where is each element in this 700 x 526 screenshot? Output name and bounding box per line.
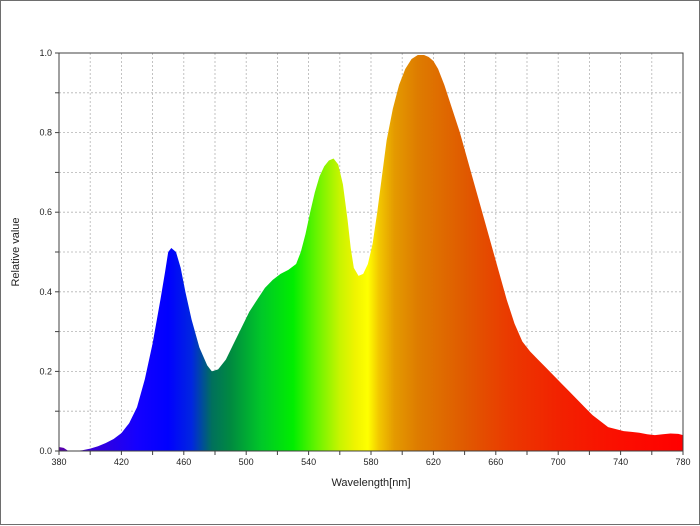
x-tick-label: 380: [51, 457, 66, 467]
x-tick-label: 780: [675, 457, 690, 467]
x-tick-label: 700: [551, 457, 566, 467]
x-tick-label: 420: [114, 457, 129, 467]
y-tick-label: 0.4: [39, 287, 52, 297]
y-tick-label: 0.6: [39, 207, 52, 217]
y-tick-label: 0.2: [39, 366, 52, 376]
x-tick-label: 580: [363, 457, 378, 467]
y-axis-title: Relative value: [10, 217, 22, 286]
y-tick-labels: 0.0 0.2 0.4 0.6 0.8 1.0: [39, 48, 52, 456]
x-tick-label: 540: [301, 457, 316, 467]
x-tick-label: 500: [239, 457, 254, 467]
spectrum-series-area: [59, 54, 683, 451]
x-tick-label: 740: [613, 457, 628, 467]
x-axis-title: Wavelength[nm]: [331, 477, 410, 489]
axes: [55, 52, 684, 455]
x-tick-label: 460: [176, 457, 191, 467]
y-tick-label: 1.0: [39, 48, 52, 58]
y-tick-label: 0.0: [39, 446, 52, 456]
spectrum-area: [59, 54, 683, 451]
x-tick-label: 660: [488, 457, 503, 467]
y-tick-label: 0.8: [39, 128, 52, 138]
x-tick-labels: 380 420 460 500 540 580 620 660 700 740 780: [51, 457, 690, 467]
x-tick-label: 620: [426, 457, 441, 467]
